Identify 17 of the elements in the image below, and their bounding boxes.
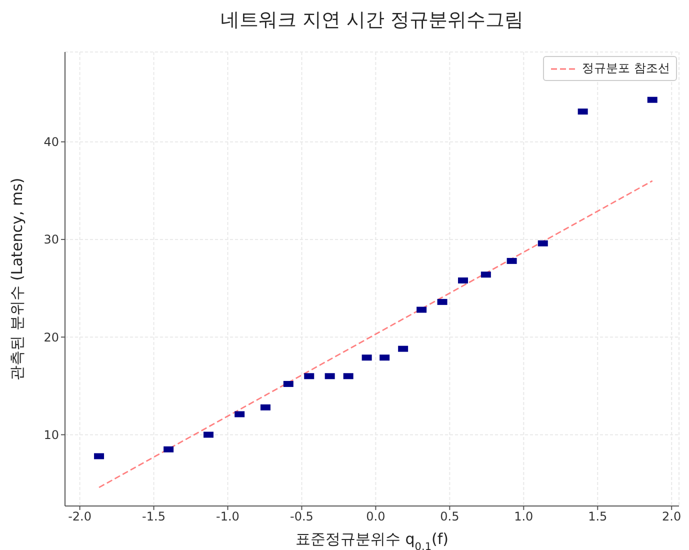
y-tick-label: 20 (44, 330, 59, 344)
y-tick-label: 10 (44, 428, 59, 442)
x-axis-title: 표준정규분위수 q$_{0.1}$(f) (296, 530, 448, 550)
x-tick-label: -1.5 (142, 510, 166, 524)
x-tick-label: 1.5 (588, 510, 608, 524)
x-tick-label: -0.5 (290, 510, 314, 524)
chart-title: 네트워크 지연 시간 정규분위수그림 (220, 9, 524, 31)
y-tick-label: 30 (44, 232, 59, 247)
legend-label: 정규분포 참조선 (582, 60, 670, 77)
x-tick-label: 0.0 (366, 510, 386, 524)
y-tick-label: 40 (44, 135, 59, 150)
y-axis-title: 관측된 분위수 (Latency, ms) (8, 178, 26, 380)
x-tick-label: -2.0 (68, 510, 92, 524)
x-tick-label: 2.0 (662, 510, 682, 524)
x-tick-label: 0.5 (440, 510, 460, 524)
x-tick-label: -1.0 (216, 510, 240, 524)
x-tick-label: 1.0 (514, 510, 534, 524)
